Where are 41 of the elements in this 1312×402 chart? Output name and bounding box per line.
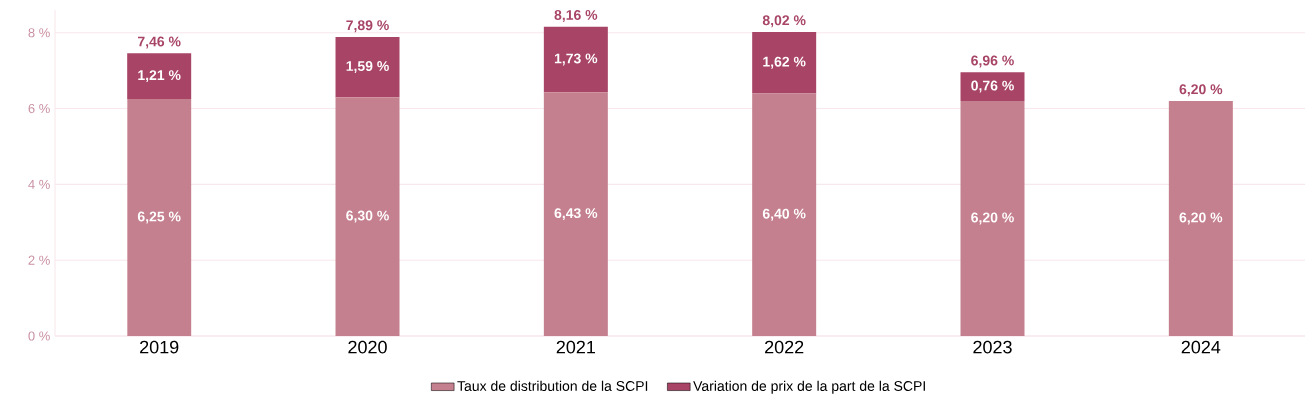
- legend-label: Taux de distribution de la SCPI: [457, 380, 648, 391]
- x-tick-label: 2021: [556, 340, 595, 354]
- total-label: 6,96 %: [971, 55, 1014, 68]
- total-label: 7,46 %: [138, 36, 181, 49]
- data-label: 1,73 %: [554, 53, 598, 66]
- bar: [960, 72, 1025, 101]
- y-tick-label: 8 %: [28, 28, 50, 38]
- bar: [1168, 100, 1233, 336]
- y-tick-label: 0 %: [28, 331, 50, 341]
- x-tick-label: 2023: [973, 340, 1012, 354]
- data-label: 6,30 %: [346, 210, 389, 223]
- bar: [335, 97, 400, 336]
- legend-label: Variation de prix de la part de la SCPI: [693, 380, 925, 394]
- y-tick-label: 2 %: [28, 255, 50, 265]
- data-label: 6,20 %: [971, 212, 1014, 225]
- bar: [543, 92, 608, 336]
- data-label: 6,40 %: [762, 208, 806, 221]
- data-label: 1,62 %: [763, 56, 806, 69]
- data-label: 1,21 %: [138, 70, 181, 83]
- data-label: 6,20 %: [1179, 212, 1223, 225]
- y-tick-label: 6 %: [28, 103, 50, 114]
- data-label: 6,25 %: [137, 211, 181, 224]
- bar: [752, 93, 817, 336]
- total-label: 8,16 %: [554, 10, 598, 22]
- total-label: 7,89 %: [346, 20, 389, 33]
- data-label: 1,59 %: [346, 61, 389, 74]
- data-label: 0,76 %: [971, 80, 1014, 93]
- bar: [127, 53, 192, 100]
- x-tick-label: 2020: [348, 340, 387, 354]
- total-label: 8,02 %: [762, 15, 806, 28]
- x-tick-label: 2024: [1181, 340, 1221, 354]
- x-tick-label: 2022: [765, 340, 804, 354]
- bar: [543, 26, 608, 93]
- bar: [127, 99, 192, 336]
- bar: [335, 36, 400, 98]
- total-label: 6,20 %: [1179, 84, 1223, 97]
- data-label: 6,43 %: [554, 208, 598, 221]
- x-tick-label: 2019: [140, 340, 179, 354]
- bar: [960, 100, 1025, 336]
- bar: [752, 31, 817, 94]
- y-tick-label: 4 %: [28, 179, 50, 189]
